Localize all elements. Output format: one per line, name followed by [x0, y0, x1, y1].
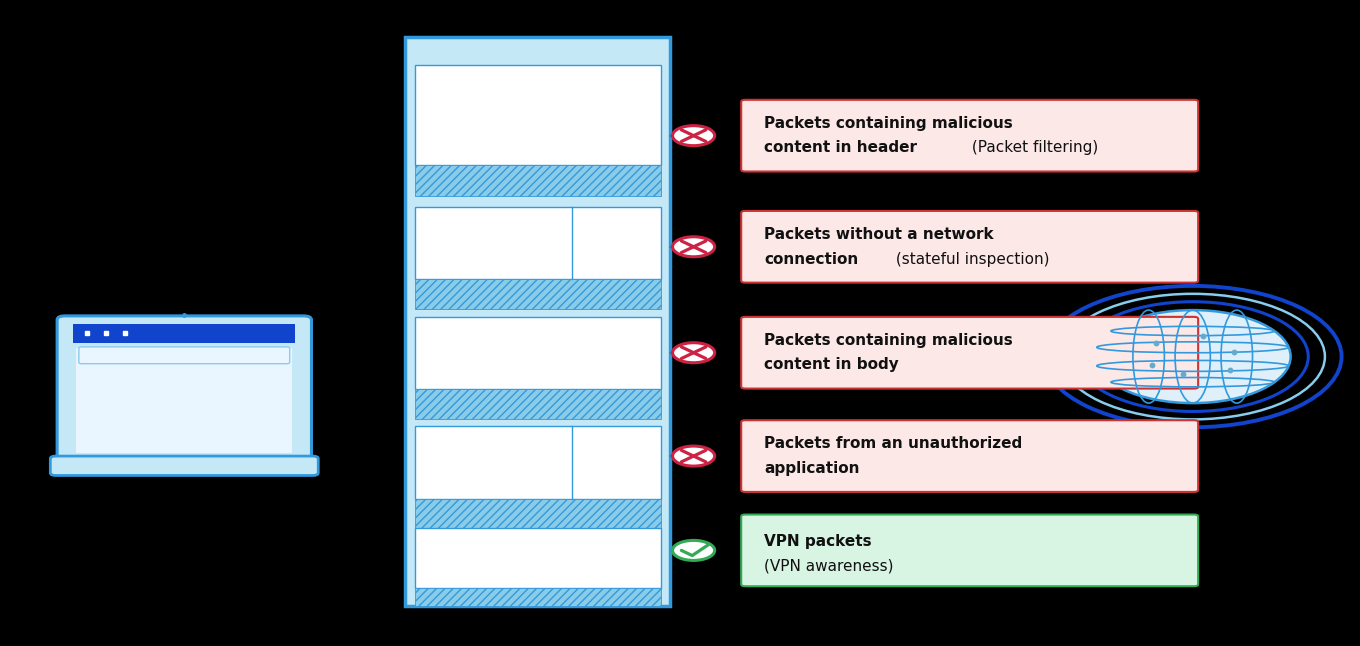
Bar [415, 389, 661, 419]
FancyBboxPatch shape [741, 514, 1198, 587]
Text: Packets from an unauthorized: Packets from an unauthorized [764, 436, 1023, 452]
Text: Packets containing malicious: Packets containing malicious [764, 333, 1013, 348]
Text: VPN packets: VPN packets [764, 534, 872, 549]
Text: content in body: content in body [764, 357, 899, 373]
FancyBboxPatch shape [79, 347, 290, 364]
Circle shape [672, 540, 715, 561]
FancyBboxPatch shape [741, 99, 1198, 171]
Bar [415, 588, 661, 606]
FancyBboxPatch shape [741, 317, 1198, 388]
Bar [73, 324, 295, 343]
Bar [415, 279, 661, 309]
Text: (Packet filtering): (Packet filtering) [967, 140, 1099, 156]
Text: Packets containing malicious: Packets containing malicious [764, 116, 1013, 131]
FancyBboxPatch shape [57, 316, 311, 463]
Bar [415, 499, 661, 528]
Bar [415, 528, 661, 588]
FancyBboxPatch shape [50, 456, 318, 475]
Bar [405, 37, 670, 606]
Circle shape [672, 342, 715, 362]
Text: (stateful inspection): (stateful inspection) [891, 251, 1050, 267]
Text: application: application [764, 461, 860, 476]
Text: content in header: content in header [764, 140, 917, 156]
Circle shape [1095, 310, 1291, 403]
FancyBboxPatch shape [741, 421, 1198, 492]
Bar [76, 348, 292, 453]
Circle shape [672, 125, 715, 145]
Bar [415, 426, 661, 499]
FancyBboxPatch shape [741, 211, 1198, 283]
Bar [415, 207, 661, 279]
Circle shape [672, 236, 715, 256]
Text: connection: connection [764, 251, 858, 267]
Bar [415, 165, 661, 196]
Bar [415, 317, 661, 389]
Bar [415, 65, 661, 165]
Circle shape [672, 446, 715, 466]
Text: (VPN awareness): (VPN awareness) [764, 559, 894, 574]
Text: Packets without a network: Packets without a network [764, 227, 994, 242]
